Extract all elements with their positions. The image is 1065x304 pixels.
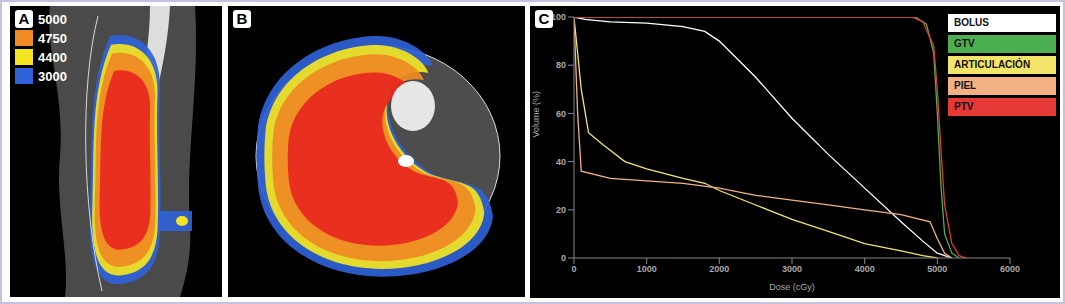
html-text:PTV: PTV xyxy=(954,101,974,112)
html-text:C: C xyxy=(538,10,550,27)
svg-text:40: 40 xyxy=(556,157,566,167)
html-text:BOLUS: BOLUS xyxy=(954,17,989,28)
svg-text:0: 0 xyxy=(571,264,576,274)
svg-text:0: 0 xyxy=(561,253,566,263)
html-text:B: B xyxy=(236,10,248,27)
svg-text:Dose (cGy): Dose (cGy) xyxy=(769,282,815,292)
svg-text:Volume (%): Volume (%) xyxy=(531,91,541,138)
svg-text:6000: 6000 xyxy=(1000,264,1020,274)
svg-text:1000: 1000 xyxy=(637,264,657,274)
svg-text:5000: 5000 xyxy=(927,264,947,274)
html-text:ARTICULACIÓN: ARTICULACIÓN xyxy=(954,59,1031,70)
html-text:4750: 4750 xyxy=(38,30,67,46)
svg-text:20: 20 xyxy=(556,205,566,215)
svg-text:60: 60 xyxy=(556,109,566,119)
html-text:3000: 3000 xyxy=(38,68,67,84)
svg-text:3000: 3000 xyxy=(782,264,802,274)
html-text:PIEL: PIEL xyxy=(954,80,977,91)
html-text:GTV: GTV xyxy=(954,38,975,49)
svg-text:2000: 2000 xyxy=(709,264,729,274)
html-text:A: A xyxy=(18,10,30,27)
svg-text:100: 100 xyxy=(551,12,566,22)
svg-text:80: 80 xyxy=(556,60,566,70)
html-text:4400: 4400 xyxy=(38,49,67,65)
svg-text:4000: 4000 xyxy=(855,264,875,274)
html-text:5000: 5000 xyxy=(38,11,67,27)
